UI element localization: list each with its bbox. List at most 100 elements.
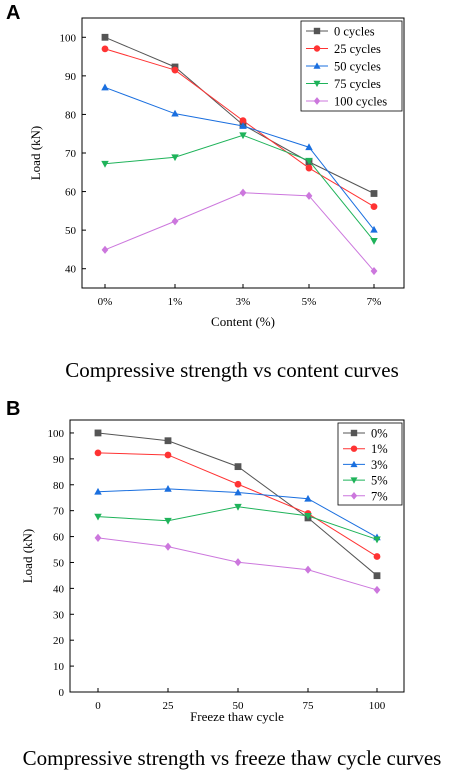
legend: 0 cycles 25 cycles 50 cycles 75 cycles 100 c… xyxy=(300,20,403,112)
legend-marker xyxy=(350,429,358,437)
legend-label: 7% xyxy=(371,489,388,503)
legend-marker xyxy=(313,27,321,35)
y-tick-label: 10 xyxy=(53,661,65,673)
data-point xyxy=(234,463,242,471)
x-tick-label: 3% xyxy=(236,296,251,308)
chart-b-caption: Compressive strength vs freeze thaw cycl… xyxy=(22,746,442,770)
data-point xyxy=(101,45,109,53)
data-point xyxy=(234,503,242,511)
legend-marker xyxy=(313,62,321,69)
data-point xyxy=(370,190,378,197)
y-axis-title: Load (kN) xyxy=(20,529,35,584)
y-tick-label: 60 xyxy=(65,187,77,199)
y-tick-label: 60 xyxy=(53,532,65,544)
plot-frame xyxy=(69,419,405,693)
legend-marker xyxy=(313,80,321,88)
data-point xyxy=(171,109,179,117)
legend-item-3pct: 3% xyxy=(343,458,388,472)
y-tick-label: 100 xyxy=(60,32,77,44)
y-tick-label: 20 xyxy=(53,635,65,647)
y-tick-label: 40 xyxy=(65,264,77,276)
legend-label: 0% xyxy=(371,427,388,441)
x-tick-label: 100 xyxy=(369,700,386,712)
legend-item-0pct: 0% xyxy=(343,427,388,441)
x-axis-title: Freeze thaw cycle xyxy=(190,709,284,724)
legend-marker xyxy=(350,445,358,452)
legend-item-7pct: 7% xyxy=(343,489,388,503)
data-point xyxy=(304,494,312,502)
data-point xyxy=(101,83,109,91)
data-point xyxy=(101,160,109,168)
x-tick-label: 0 xyxy=(95,700,101,712)
legend-item-0-cycles: 0 cycles xyxy=(306,25,375,39)
legend-item-5pct: 5% xyxy=(343,474,388,488)
x-tick-label: 1% xyxy=(168,296,183,308)
data-point xyxy=(164,517,172,525)
load-vs-freeze-thaw-chart: 0 10 20 30 40 50 60 70 80 90 100 0 25 50 75 100 Freeze t… xyxy=(20,419,405,724)
y-tick-label: 40 xyxy=(53,583,65,595)
series-75-cycles xyxy=(101,132,378,245)
legend-label: 100 cycles xyxy=(334,95,387,109)
series-1pct xyxy=(94,449,381,560)
data-point xyxy=(304,512,312,520)
data-point xyxy=(305,143,313,151)
chart-a-caption: Compressive strength vs content curves xyxy=(65,358,399,382)
data-point xyxy=(234,488,242,496)
data-point xyxy=(94,429,102,437)
series-line xyxy=(97,506,378,540)
legend-marker xyxy=(350,491,358,500)
legend-marker xyxy=(313,97,321,105)
legend-item-1pct: 1% xyxy=(343,442,388,456)
data-point xyxy=(234,558,242,567)
legend-marker xyxy=(350,460,358,468)
data-point xyxy=(373,553,381,560)
y-tick-label: 100 xyxy=(48,428,65,440)
y-tick-label: 90 xyxy=(53,454,65,466)
data-point xyxy=(164,542,172,551)
x-tick-label: 50 xyxy=(233,700,245,712)
load-vs-content-chart: 40 50 60 70 80 90 100 0% 1% 3% 5% 7% Content (%) Load… xyxy=(28,17,405,329)
data-point xyxy=(94,487,102,495)
series-5pct xyxy=(94,503,381,544)
data-point xyxy=(164,484,172,492)
data-point xyxy=(373,536,381,544)
series-25-cycles xyxy=(101,45,378,211)
data-point xyxy=(94,449,102,457)
data-point xyxy=(164,437,172,445)
data-point xyxy=(101,33,109,41)
data-point xyxy=(373,585,381,595)
data-point xyxy=(239,132,247,140)
y-tick-label: 90 xyxy=(65,71,77,83)
y-tick-label: 30 xyxy=(53,609,65,621)
data-point xyxy=(171,154,179,162)
legend-item-75-cycles: 75 cycles xyxy=(306,77,381,91)
data-point xyxy=(370,203,378,211)
data-point xyxy=(304,565,312,574)
y-tick-label: 0 xyxy=(59,687,65,699)
legend-label: 1% xyxy=(371,442,388,456)
legend-marker xyxy=(350,477,358,484)
data-point xyxy=(94,533,102,542)
data-point xyxy=(305,157,313,165)
legend-label: 0 cycles xyxy=(334,25,375,39)
y-tick-label: 80 xyxy=(53,480,65,492)
legend-item-50-cycles: 50 cycles xyxy=(306,60,381,74)
y-tick-label: 80 xyxy=(65,109,77,121)
data-point xyxy=(164,451,172,459)
series-50-cycles xyxy=(101,83,378,233)
y-tick-label: 50 xyxy=(53,557,65,569)
data-point xyxy=(234,480,242,488)
data-point xyxy=(171,66,179,74)
data-point xyxy=(94,513,102,521)
data-point xyxy=(370,225,378,233)
y-tick-label: 50 xyxy=(65,225,77,237)
panel-letter-b: B xyxy=(6,398,21,420)
data-point xyxy=(239,122,247,129)
legend-label: 75 cycles xyxy=(334,77,381,91)
data-point xyxy=(239,188,247,197)
series-100-cycles xyxy=(101,188,378,276)
legend-label: 50 cycles xyxy=(334,60,381,74)
legend-item-100-cycles: 100 cycles xyxy=(306,95,387,109)
data-point xyxy=(239,117,247,124)
data-point xyxy=(370,266,378,276)
